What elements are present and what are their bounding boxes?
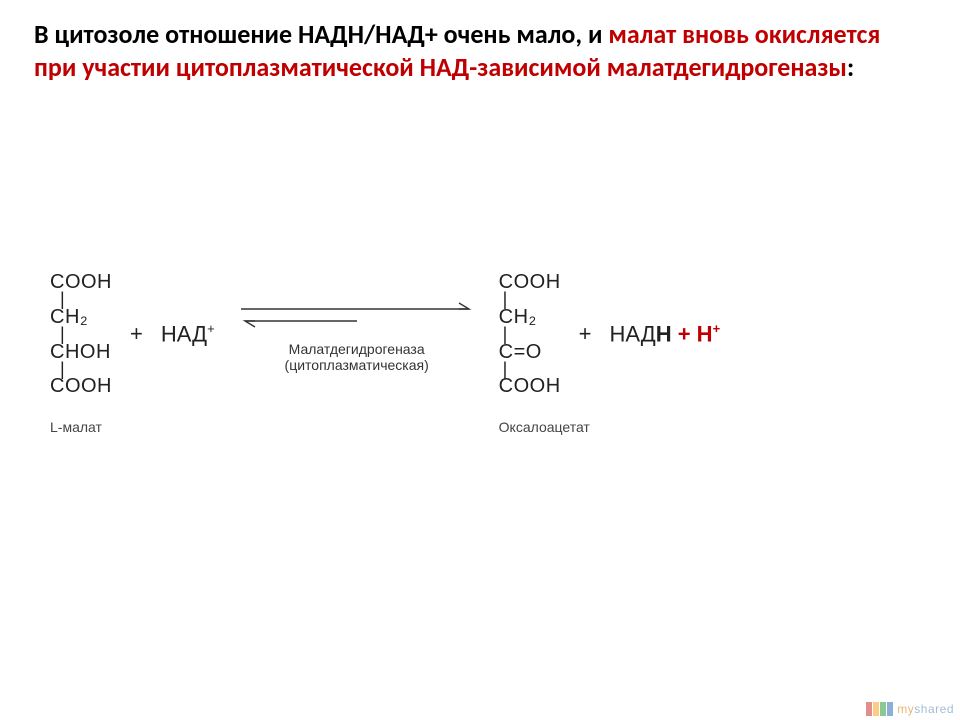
enzyme-line1: Малатдегидрогеназа	[289, 341, 425, 357]
equilibrium-arrow-icon	[237, 295, 477, 337]
enzyme-label: Малатдегидрогеназа (цитоплазматическая)	[285, 341, 429, 373]
reaction-arrow-block: Малатдегидрогеназа (цитоплазматическая)	[237, 295, 477, 373]
wm-my: my	[897, 702, 914, 716]
mol-bond: |	[503, 364, 508, 375]
mol-bond: |	[60, 364, 65, 375]
watermark-text: myshared	[897, 702, 954, 716]
cof-bold: Н	[656, 321, 672, 346]
watermark: myshared	[866, 702, 954, 716]
cof-red-sup: +	[713, 321, 721, 336]
mol-bond: |	[503, 294, 508, 305]
slide-heading: В цитозоле отношение НАДН/НАД+ очень мал…	[34, 18, 900, 83]
molecule-l-malate: COOH | CH₂ | CHOH | COOH L-малат	[50, 270, 112, 398]
cofactor-nad-plus: НАД+	[161, 321, 215, 347]
cof-base: НАД	[610, 321, 656, 346]
molecule-label-l-malate: L-малат	[50, 420, 102, 434]
mol-bond: |	[60, 294, 65, 305]
cofactor-nadh-hplus: НАДН + H+	[610, 321, 721, 347]
enzyme-line2: (цитоплазматическая)	[285, 357, 429, 373]
cof-red: + H	[672, 321, 713, 346]
mol-line: COOH	[499, 272, 561, 292]
molecule-oxaloacetate: COOH | CH₂ | C=O | COOH Оксалоацетат	[499, 270, 561, 398]
mol-bond: |	[60, 329, 65, 340]
mol-bond: |	[503, 329, 508, 340]
wm-shared: shared	[914, 702, 954, 716]
mol-line: COOH	[50, 376, 112, 396]
cof-text: НАД	[161, 321, 207, 346]
plus-sign: +	[579, 321, 592, 347]
reaction-scheme: COOH | CH₂ | CHOH | COOH L-малат + НАД + …	[50, 270, 940, 398]
heading-seg1: В цитозоле отношение НАДН/НАД+ очень мал…	[34, 18, 608, 50]
mol-line: COOH	[499, 376, 561, 396]
cof-sup: +	[207, 321, 215, 336]
mol-line: CH₂	[50, 307, 88, 327]
molecule-label-oxaloacetate: Оксалоацетат	[499, 420, 590, 434]
watermark-logo-icon	[866, 702, 893, 716]
heading-seg3: :	[847, 51, 854, 83]
plus-sign: +	[130, 321, 143, 347]
